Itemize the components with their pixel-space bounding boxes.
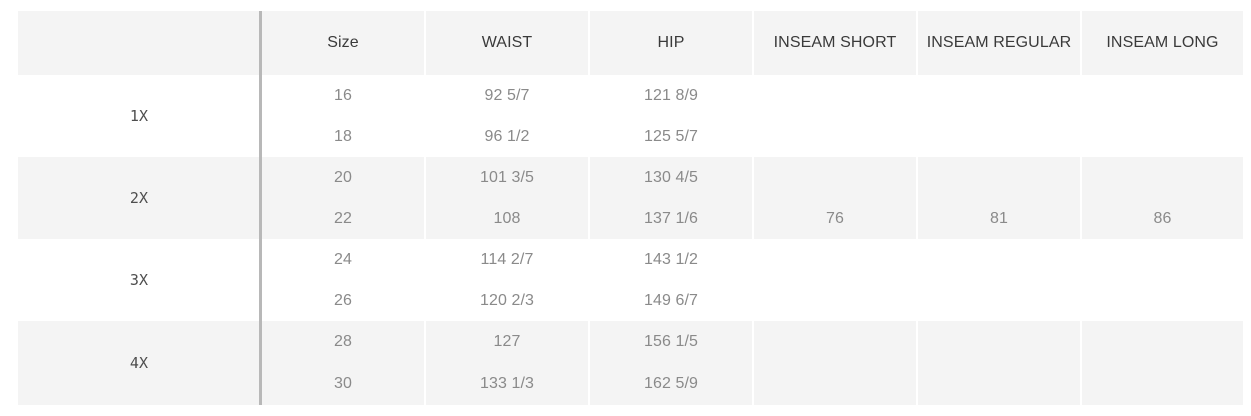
inseam-long-band xyxy=(1082,321,1243,405)
hip-cell: 130 4/5 xyxy=(590,157,752,198)
size-cell: 22 xyxy=(262,198,424,239)
waist-cell: 120 2/3 xyxy=(426,280,588,321)
inseam-regular-band xyxy=(918,239,1080,321)
inseam-long-value: 86 xyxy=(1153,209,1172,227)
header-inseam-long: INSEAM LONG xyxy=(1082,11,1243,75)
inseam-regular-value: 81 xyxy=(990,209,1008,227)
inseam-short-band xyxy=(754,239,916,321)
size-cell: 26 xyxy=(262,280,424,321)
header-corner-cell xyxy=(18,11,260,75)
column-separator xyxy=(259,11,262,405)
hip-cell: 156 1/5 xyxy=(590,321,752,363)
header-size: Size xyxy=(262,11,424,75)
waist-cell: 108 xyxy=(426,198,588,239)
inseam-short-band xyxy=(754,75,916,157)
waist-cell: 101 3/5 xyxy=(426,157,588,198)
hip-cell: 137 1/6 xyxy=(590,198,752,239)
size-group-label: 1X xyxy=(18,75,260,157)
size-chart-table: Size WAIST HIP INSEAM SHORT INSEAM REGUL… xyxy=(14,7,1247,409)
size-group-label: 2X xyxy=(18,157,260,239)
inseam-long-band xyxy=(1082,157,1243,239)
header-waist: WAIST xyxy=(426,11,588,75)
hip-cell: 162 5/9 xyxy=(590,363,752,405)
header-inseam-regular: INSEAM REGULAR xyxy=(918,11,1080,75)
size-cell: 30 xyxy=(262,363,424,405)
hip-cell: 143 1/2 xyxy=(590,239,752,280)
size-cell: 20 xyxy=(262,157,424,198)
waist-cell: 92 5/7 xyxy=(426,75,588,116)
inseam-long-band xyxy=(1082,239,1243,321)
hip-cell: 149 6/7 xyxy=(590,280,752,321)
size-group-label: 4X xyxy=(18,321,260,405)
waist-cell: 96 1/2 xyxy=(426,116,588,157)
hip-cell: 125 5/7 xyxy=(590,116,752,157)
inseam-short-band xyxy=(754,321,916,405)
size-group-label: 3X xyxy=(18,239,260,321)
waist-cell: 127 xyxy=(426,321,588,363)
inseam-long-band xyxy=(1082,75,1243,157)
inseam-regular-band xyxy=(918,75,1080,157)
size-cell: 24 xyxy=(262,239,424,280)
header-inseam-short: INSEAM SHORT xyxy=(754,11,916,75)
header-hip: HIP xyxy=(590,11,752,75)
inseam-short-value: 76 xyxy=(826,209,844,227)
size-cell: 18 xyxy=(262,116,424,157)
size-cell: 28 xyxy=(262,321,424,363)
inseam-regular-band xyxy=(918,157,1080,239)
waist-cell: 114 2/7 xyxy=(426,239,588,280)
inseam-short-band xyxy=(754,157,916,239)
hip-cell: 121 8/9 xyxy=(590,75,752,116)
waist-cell: 133 1/3 xyxy=(426,363,588,405)
inseam-regular-band xyxy=(918,321,1080,405)
size-cell: 16 xyxy=(262,75,424,116)
